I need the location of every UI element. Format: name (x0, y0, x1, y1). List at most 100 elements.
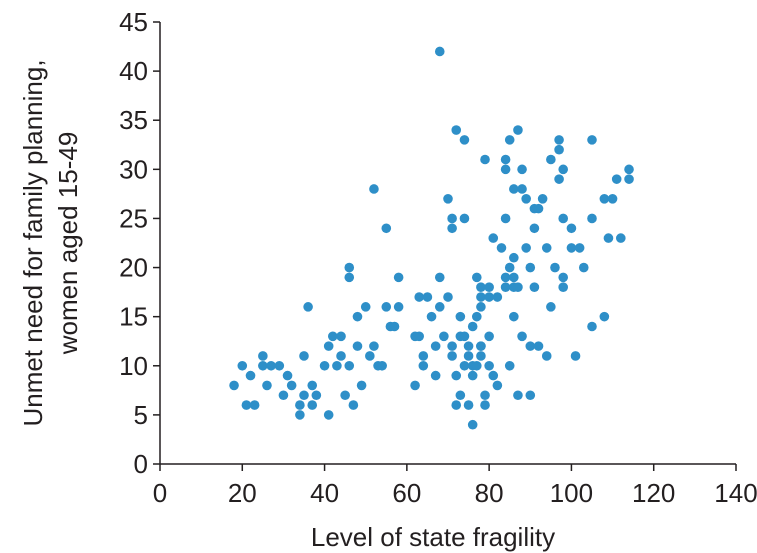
data-point (307, 400, 318, 410)
data-point (484, 331, 494, 342)
data-points (229, 46, 634, 430)
data-point (336, 351, 346, 361)
data-point (492, 380, 503, 391)
data-point (509, 311, 519, 322)
data-point (616, 233, 626, 243)
data-point (587, 321, 597, 332)
data-point (463, 341, 474, 351)
data-point (274, 360, 285, 371)
y-tick-label: 30 (119, 154, 148, 184)
axes: 0 20 40 60 80 100 120 140 0 5 10 15 20 25 30 35 40 45 (119, 7, 757, 508)
data-point (389, 321, 400, 332)
data-point (307, 380, 318, 391)
data-point (323, 410, 334, 420)
data-point (348, 400, 359, 410)
data-point (447, 213, 457, 224)
data-point (488, 370, 499, 381)
y-axis-title: Unmet need for family planning, women ag… (18, 59, 83, 426)
data-point (463, 400, 474, 410)
data-point (509, 272, 519, 283)
data-point (624, 164, 634, 175)
data-point (410, 380, 420, 391)
data-point (266, 360, 276, 371)
data-point (393, 302, 404, 312)
data-point (504, 360, 515, 371)
data-point (459, 331, 470, 342)
data-point (241, 400, 252, 410)
data-point (295, 400, 305, 410)
y-axis-label-line-2: women aged 15-49 (53, 132, 83, 356)
y-tick-label: 25 (119, 203, 148, 233)
data-point (443, 194, 453, 204)
data-point (447, 351, 457, 361)
data-point (344, 262, 355, 273)
data-point (533, 341, 544, 351)
data-point (554, 174, 564, 184)
data-point (504, 262, 515, 273)
data-point (426, 311, 437, 322)
data-point (258, 351, 268, 361)
data-point (480, 154, 490, 165)
data-point (434, 302, 445, 312)
data-point (447, 223, 457, 234)
data-point (517, 331, 527, 342)
data-point (517, 184, 527, 194)
data-point (414, 292, 425, 302)
data-point (430, 370, 441, 381)
data-point (599, 194, 610, 204)
data-point (229, 380, 239, 391)
data-point (558, 164, 568, 175)
data-point (472, 272, 482, 283)
y-tick-label: 40 (119, 56, 148, 86)
data-point (558, 272, 568, 283)
data-point (521, 243, 531, 253)
data-point (578, 262, 589, 273)
data-point (439, 331, 449, 342)
data-point (546, 302, 556, 312)
data-point (356, 380, 367, 391)
data-point (513, 390, 523, 401)
data-point (352, 311, 363, 322)
data-point (509, 184, 519, 194)
data-point (369, 341, 379, 351)
data-point (587, 213, 597, 224)
data-point (525, 341, 536, 351)
data-point (295, 410, 305, 420)
x-axis-label: Level of state fragility (311, 522, 555, 552)
data-point (525, 262, 536, 273)
x-tick-label: 140 (714, 478, 757, 508)
data-point (480, 390, 490, 401)
y-tick-label: 15 (119, 302, 148, 332)
data-point (434, 272, 445, 283)
data-point (286, 380, 297, 391)
data-point (500, 154, 511, 165)
data-point (360, 302, 371, 312)
data-point (467, 419, 478, 430)
data-point (566, 223, 577, 234)
data-point (509, 252, 519, 263)
data-point (500, 164, 511, 175)
data-point (365, 351, 375, 361)
y-tick-label: 10 (119, 351, 148, 381)
data-point (554, 135, 564, 145)
data-point (336, 331, 346, 342)
data-point (603, 233, 614, 243)
data-point (488, 233, 499, 243)
data-point (418, 351, 429, 361)
data-point (484, 282, 494, 293)
y-tick-label: 0 (134, 449, 148, 479)
data-point (430, 341, 441, 351)
data-point (278, 390, 289, 401)
data-point (393, 272, 404, 283)
data-point (311, 390, 322, 401)
data-point (319, 360, 330, 371)
data-point (249, 400, 260, 410)
data-point (447, 341, 457, 351)
data-point (599, 311, 610, 322)
data-point (607, 194, 618, 204)
x-tick-label: 80 (475, 478, 504, 508)
data-point (624, 174, 634, 184)
data-point (328, 331, 338, 342)
y-tick-label: 5 (134, 400, 148, 430)
data-point (369, 184, 379, 194)
